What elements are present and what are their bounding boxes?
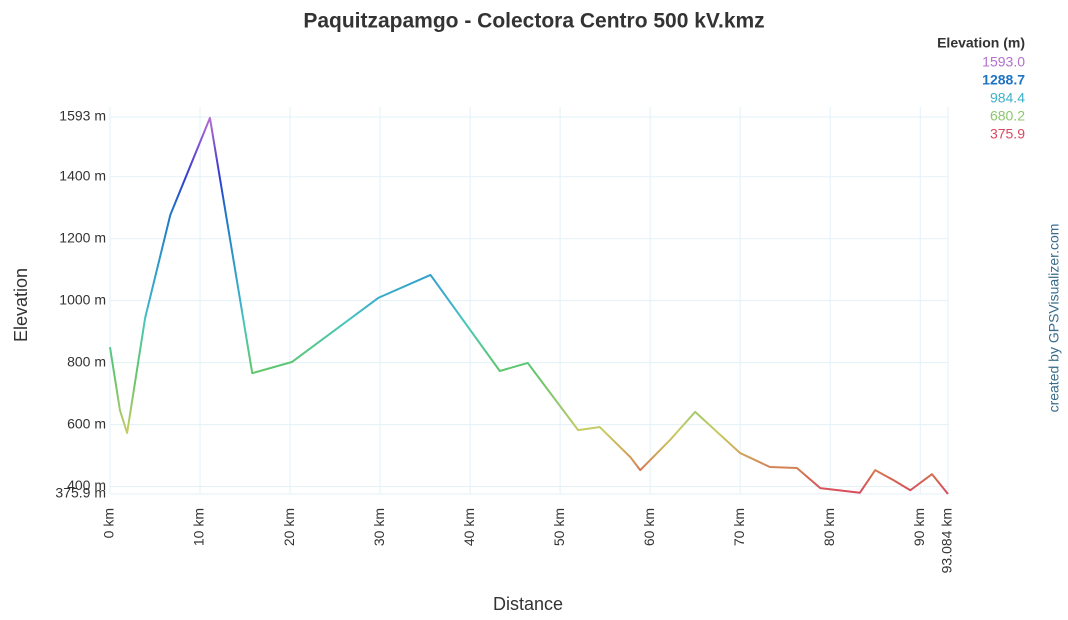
y-axis-label: Elevation (11, 268, 31, 342)
x-axis-label: Distance (493, 594, 563, 614)
legend-entry: 680.2 (990, 108, 1025, 124)
y-tick-label: 600 m (67, 415, 106, 431)
x-tick-label: 10 km (191, 508, 207, 546)
y-tick-label: 1400 m (59, 167, 106, 183)
credit: created by GPSVisualizer.com (1046, 224, 1062, 413)
elevation-line (109, 116, 949, 495)
y-tick-label: 400 m (67, 477, 106, 493)
chart-title: Paquitzapamgo - Colectora Centro 500 kV.… (303, 10, 764, 33)
legend-entry: 984.4 (990, 90, 1025, 106)
x-tick-label: 20 km (281, 508, 297, 546)
x-tick-label: 60 km (641, 508, 657, 546)
legend-title: Elevation (m) (937, 35, 1025, 51)
x-tick-label: 80 km (821, 508, 837, 546)
x-tick-label: 70 km (731, 508, 747, 546)
y-tick-label: 375.9 m (55, 485, 106, 501)
x-tick-label: 0 km (101, 508, 117, 538)
y-tick-label: 1593 m (59, 108, 106, 124)
x-tick-label: 90 km (911, 508, 927, 546)
x-tick-label: 93.084 km (939, 508, 955, 573)
x-tick-label: 40 km (461, 508, 477, 546)
legend-entry: 1288.7 (982, 72, 1025, 88)
legend-entry: 375.9 (990, 126, 1025, 142)
y-tick-label: 1200 m (59, 229, 106, 245)
x-tick-label: 50 km (551, 508, 567, 546)
legend-entry: 1593.0 (982, 54, 1025, 70)
y-tick-label: 1000 m (59, 291, 106, 307)
x-tick-label: 30 km (371, 508, 387, 546)
y-tick-label: 800 m (67, 353, 106, 369)
